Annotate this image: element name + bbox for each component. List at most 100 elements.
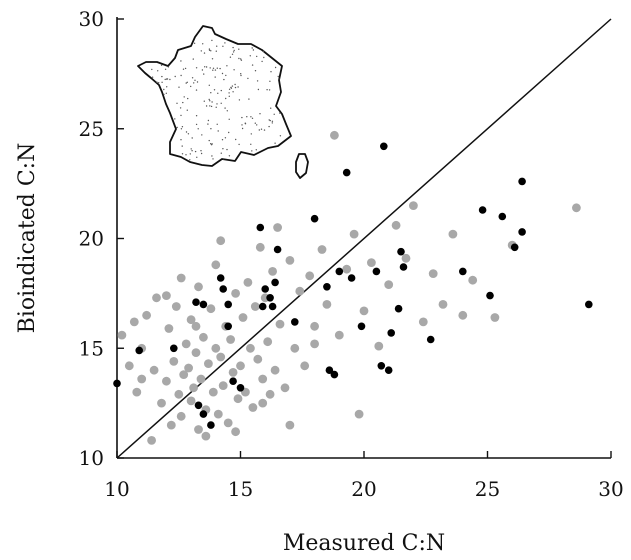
gray-data-point	[149, 365, 159, 375]
gray-data-point	[354, 409, 364, 419]
map-site-dot	[259, 113, 261, 115]
gray-data-point	[218, 381, 228, 390]
map-site-dot	[228, 131, 230, 134]
map-site-dot	[191, 150, 193, 152]
gray-data-point	[270, 365, 280, 375]
black-data-point	[258, 302, 267, 311]
map-site-dot	[240, 74, 242, 77]
gray-data-point	[166, 420, 176, 430]
map-site-dot	[215, 106, 217, 109]
map-site-dots	[151, 39, 282, 161]
map-site-dot	[176, 102, 178, 105]
gray-data-point	[179, 370, 189, 379]
map-site-dot	[211, 39, 213, 42]
gray-data-point	[208, 387, 218, 397]
map-site-dot	[164, 68, 167, 71]
map-site-dot	[217, 130, 219, 132]
gray-data-point	[409, 201, 418, 211]
map-site-dot	[279, 112, 281, 114]
black-data-point	[199, 300, 208, 309]
gray-data-point	[152, 293, 161, 303]
map-site-dot	[182, 101, 184, 104]
map-site-dot	[181, 126, 184, 128]
map-site-dot	[228, 95, 230, 98]
gray-data-point	[201, 431, 211, 441]
gray-data-point	[374, 341, 384, 351]
map-site-dot	[209, 105, 211, 107]
black-data-point	[426, 335, 435, 344]
gray-data-point	[275, 319, 285, 329]
map-site-dot	[196, 156, 198, 158]
gray-data-point	[310, 321, 319, 331]
map-site-dot	[204, 66, 206, 68]
black-data-point	[310, 214, 319, 223]
gray-data-point	[206, 304, 216, 314]
map-site-dot	[225, 97, 227, 100]
map-site-dot	[203, 73, 205, 75]
map-site-dot	[240, 73, 242, 75]
black-data-point	[498, 212, 507, 221]
map-site-dot	[250, 133, 252, 135]
map-site-dot	[163, 88, 165, 91]
map-site-dot	[251, 117, 254, 120]
map-site-dot	[238, 48, 240, 50]
map-site-dot	[222, 148, 224, 150]
map-site-dot	[216, 67, 218, 69]
gray-data-point	[228, 368, 238, 377]
map-site-dot	[215, 50, 217, 52]
gray-data-point	[231, 427, 241, 437]
gray-data-point	[176, 411, 186, 421]
map-site-dot	[201, 69, 204, 71]
black-data-point	[342, 168, 351, 177]
black-data-point	[335, 267, 344, 276]
map-site-dot	[241, 124, 243, 126]
map-site-dot	[201, 134, 203, 136]
gray-data-point	[572, 203, 581, 213]
map-site-dot	[254, 70, 257, 72]
map-site-dot	[279, 135, 282, 137]
gray-data-point	[186, 396, 196, 406]
map-site-dot	[228, 155, 231, 157]
map-site-dot	[211, 58, 214, 60]
map-site-dot	[219, 67, 221, 70]
gray-data-point	[490, 313, 500, 322]
gray-data-point	[438, 300, 448, 309]
map-site-dot	[270, 107, 272, 109]
black-data-point	[135, 346, 143, 355]
black-data-point	[399, 263, 408, 271]
black-data-point	[256, 223, 265, 232]
black-series-points	[113, 142, 593, 429]
black-data-point	[397, 247, 405, 256]
gray-data-point	[137, 374, 147, 384]
gray-data-point	[117, 330, 127, 340]
map-site-dot	[269, 80, 271, 83]
gray-data-point	[162, 291, 171, 300]
tick-marks	[116, 18, 612, 459]
gray-data-point	[216, 236, 226, 246]
gray-data-point	[243, 278, 253, 287]
map-site-dot	[211, 101, 213, 103]
gray-data-point	[171, 302, 181, 311]
map-site-dot	[232, 46, 234, 49]
black-data-point	[261, 285, 270, 293]
map-site-dot	[193, 42, 196, 44]
map-site-dot	[233, 69, 235, 71]
gray-data-point	[250, 302, 260, 311]
black-data-point	[377, 362, 386, 370]
gray-data-point	[211, 343, 221, 353]
corsica-outline	[295, 153, 309, 179]
map-site-dot	[151, 76, 154, 78]
map-site-dot	[211, 143, 213, 145]
tick-labels: 10 15 20 25 30 10 15 20 25 30	[79, 7, 624, 501]
map-site-dot	[190, 85, 192, 88]
map-site-dot	[208, 84, 210, 87]
map-site-dot	[187, 133, 190, 135]
gray-data-point	[285, 420, 295, 430]
identity-line	[116, 18, 612, 459]
map-site-dot	[200, 50, 202, 52]
map-site-dot	[261, 60, 263, 63]
map-site-dot	[189, 153, 191, 155]
gray-data-point	[157, 398, 166, 408]
black-data-point	[224, 300, 232, 309]
map-site-dot	[185, 154, 187, 156]
